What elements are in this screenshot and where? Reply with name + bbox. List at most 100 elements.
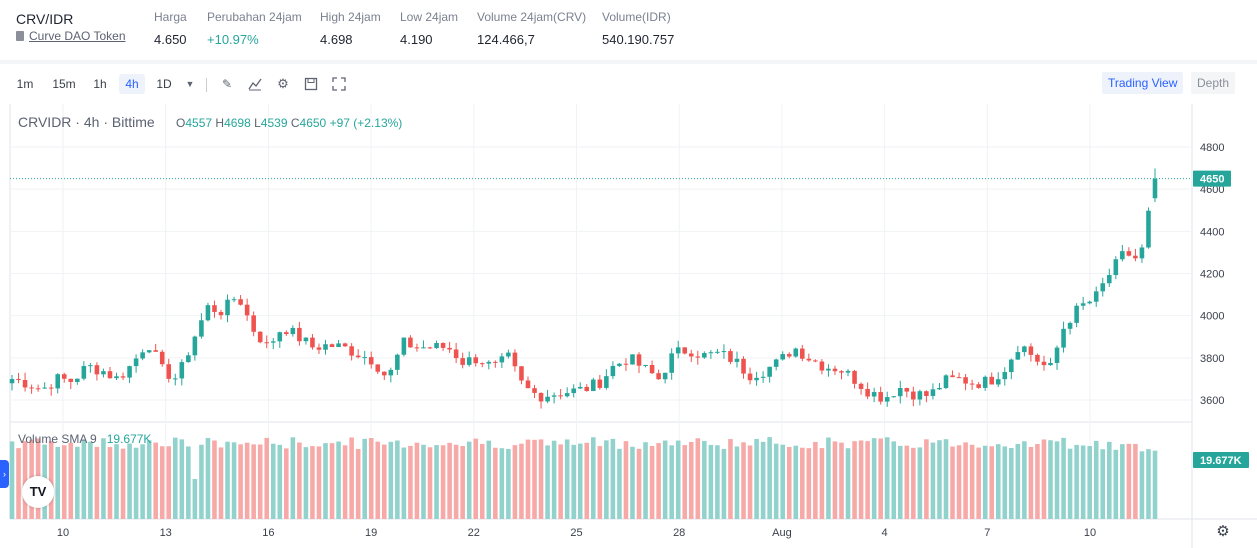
volume-bar bbox=[440, 445, 446, 519]
candle-body bbox=[225, 299, 230, 316]
indicator-icon[interactable] bbox=[248, 77, 262, 91]
x-tick-label: 10 bbox=[1084, 527, 1096, 539]
candle-body bbox=[591, 379, 596, 392]
volume-bar bbox=[473, 438, 479, 519]
settings-icon[interactable]: ⚙ bbox=[277, 76, 289, 91]
candle-body bbox=[375, 364, 381, 372]
stat-price: Harga 4.650 bbox=[154, 10, 187, 47]
candle-body bbox=[1028, 346, 1034, 355]
x-tick-label: 22 bbox=[468, 527, 480, 539]
token-name-label[interactable]: Curve DAO Token bbox=[29, 29, 126, 43]
timeframe-1d[interactable]: 1D bbox=[156, 77, 172, 91]
volume-bar bbox=[1041, 439, 1047, 519]
volume-bar bbox=[512, 445, 518, 519]
candle-body bbox=[656, 373, 661, 380]
candle-body bbox=[16, 379, 21, 381]
chart-toolbar: 1m 15m 1h 4h 1D ▼ ✎ ⚙ Trading View Depth bbox=[0, 64, 1257, 104]
candle-body bbox=[1035, 354, 1040, 362]
candle-body bbox=[551, 395, 557, 397]
candle-body bbox=[35, 388, 41, 390]
candle-body bbox=[244, 304, 250, 316]
timeframe-4h[interactable]: 4h bbox=[119, 74, 145, 94]
save-icon[interactable] bbox=[304, 77, 318, 91]
dropdown-icon[interactable]: ▼ bbox=[185, 79, 195, 89]
volume-bar bbox=[48, 441, 54, 519]
token-name-link[interactable]: Curve DAO Token bbox=[16, 29, 126, 43]
stat-label: Volume(IDR) bbox=[602, 10, 671, 24]
volume-bar bbox=[708, 444, 714, 519]
candle-body bbox=[336, 343, 341, 348]
volume-bar bbox=[479, 443, 485, 519]
stat-volume-idr: Volume(IDR) 540.190.757 bbox=[602, 10, 674, 47]
candle-body bbox=[388, 369, 394, 376]
candle-body bbox=[120, 376, 126, 378]
tradingview-logo[interactable]: TV bbox=[22, 476, 54, 508]
candle-body bbox=[747, 373, 753, 381]
volume-legend-label: Volume SMA 9 bbox=[18, 432, 97, 446]
candle-body bbox=[186, 355, 191, 363]
volume-bar bbox=[1093, 440, 1099, 519]
candle-body bbox=[604, 376, 609, 388]
volume-bar bbox=[179, 439, 185, 519]
volume-bar bbox=[584, 442, 590, 519]
volume-bar bbox=[741, 442, 746, 519]
volume-bar bbox=[950, 446, 955, 519]
draw-icon[interactable]: ✎ bbox=[221, 77, 233, 91]
x-tick-label: Aug bbox=[772, 527, 792, 539]
volume-bar bbox=[186, 446, 191, 519]
stat-volume-crv: Volume 24jam(CRV) 124.466,7 bbox=[477, 10, 586, 47]
volume-bar bbox=[166, 446, 172, 519]
y-tick-label: 4800 bbox=[1200, 142, 1224, 154]
chart-settings-icon[interactable]: ⚙ bbox=[1216, 523, 1230, 540]
volume-bar bbox=[610, 438, 616, 519]
volume-bar bbox=[323, 443, 328, 519]
candle-body bbox=[42, 387, 47, 389]
collapse-handle[interactable]: › bbox=[0, 460, 9, 488]
volume-bar bbox=[453, 444, 459, 519]
y-tick-label: 4000 bbox=[1200, 311, 1224, 323]
candle-body bbox=[9, 379, 15, 384]
candlestick-chart[interactable]: 3600 3800 4000 4200 4400 4600 4800 10 13 16 19 22 25… bbox=[0, 64, 1257, 548]
candle-body bbox=[715, 351, 720, 353]
trading-view-button[interactable]: Trading View bbox=[1102, 72, 1184, 94]
candle-body bbox=[786, 354, 792, 357]
candle-body bbox=[728, 351, 733, 362]
y-tick-label: 3600 bbox=[1200, 395, 1224, 407]
timeframe-1m[interactable]: 1m bbox=[16, 77, 34, 91]
candle-body bbox=[865, 388, 870, 397]
timeframe-1h[interactable]: 1h bbox=[93, 77, 107, 91]
candle-body bbox=[1113, 259, 1119, 276]
volume-bar bbox=[969, 444, 975, 519]
candle-body bbox=[114, 376, 119, 379]
volume-bar bbox=[786, 447, 792, 519]
fullscreen-icon[interactable] bbox=[332, 77, 346, 91]
candle-body bbox=[943, 375, 949, 388]
stat-value: 4.698 bbox=[320, 32, 353, 47]
candle-body bbox=[251, 315, 256, 332]
candle-body bbox=[61, 374, 67, 379]
volume-bar bbox=[1074, 444, 1079, 519]
volume-bar bbox=[1087, 446, 1092, 519]
volume-bar bbox=[101, 438, 106, 519]
volume-bar bbox=[205, 437, 211, 519]
volume-bar bbox=[75, 446, 80, 519]
y-tick-label: 3800 bbox=[1200, 353, 1224, 365]
stat-label: Perubahan 24jam bbox=[207, 10, 302, 24]
depth-button[interactable]: Depth bbox=[1191, 72, 1236, 94]
candle-body bbox=[1041, 361, 1047, 366]
stat-high: High 24jam 4.698 bbox=[320, 10, 381, 47]
volume-bar bbox=[682, 445, 688, 519]
candle-body bbox=[427, 347, 433, 349]
candle-body bbox=[950, 375, 955, 378]
candle-body bbox=[1048, 362, 1053, 366]
candle-body bbox=[172, 378, 178, 380]
candle-body bbox=[1133, 255, 1138, 259]
volume-bar bbox=[858, 440, 864, 519]
candle-body bbox=[708, 352, 714, 354]
volume-bar bbox=[623, 441, 629, 519]
candle-body bbox=[460, 358, 465, 365]
stat-value: 4.650 bbox=[154, 32, 187, 47]
timeframe-15m[interactable]: 15m bbox=[52, 77, 76, 91]
volume-bar bbox=[1009, 448, 1014, 519]
candle-body bbox=[688, 353, 694, 357]
